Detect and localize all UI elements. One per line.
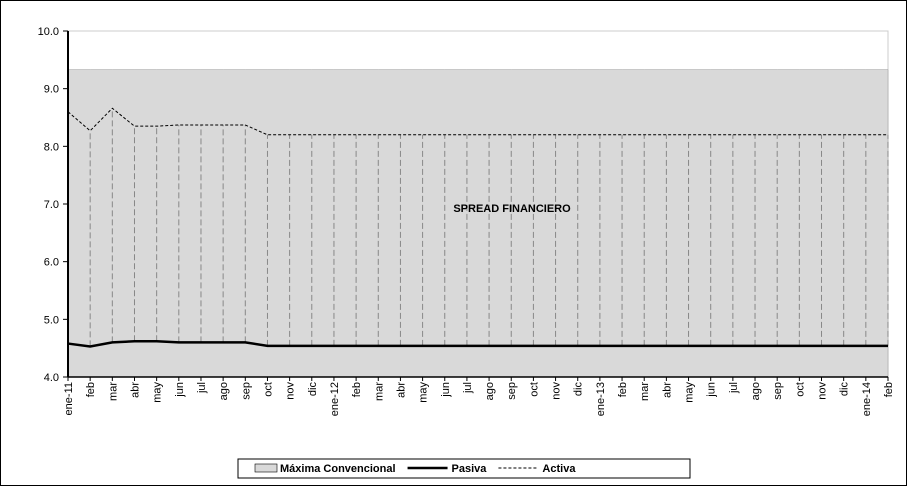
x-tick-label: feb <box>85 382 97 397</box>
x-tick-label: feb <box>617 382 629 397</box>
x-tick-label: nov <box>551 382 563 400</box>
x-tick-label: ago <box>484 382 496 400</box>
x-tick-label: may <box>152 382 164 403</box>
x-tick-label: nov <box>817 382 829 400</box>
x-tick-label: oct <box>794 382 806 397</box>
x-tick-label: dic <box>839 382 851 397</box>
x-tick-label: jun <box>440 382 452 398</box>
x-tick-label: oct <box>262 382 274 397</box>
x-tick-label: abr <box>395 382 407 398</box>
x-tick-label: sep <box>240 382 252 400</box>
x-tick-label: jun <box>706 382 718 398</box>
x-tick-label: ago <box>750 382 762 400</box>
x-tick-label: jul <box>196 382 208 394</box>
x-tick-label: may <box>418 382 430 403</box>
x-tick-label: sep <box>506 382 518 400</box>
y-tick-label: 4.0 <box>44 372 59 384</box>
x-tick-label: mar <box>373 382 385 401</box>
x-tick-label: feb <box>883 382 895 397</box>
x-tick-label: ene-13 <box>595 382 607 416</box>
x-tick-label: feb <box>351 382 363 397</box>
x-tick-label: ene-14 <box>861 382 873 416</box>
legend-label: Activa <box>542 463 576 475</box>
x-tick-label: nov <box>285 382 297 400</box>
x-tick-label: ene-12 <box>329 382 341 416</box>
x-tick-label: mar <box>107 382 119 401</box>
area <box>67 69 889 378</box>
legend-label: Pasiva <box>452 463 488 475</box>
x-tick-label: oct <box>528 382 540 397</box>
x-tick-label: abr <box>661 382 673 398</box>
legend-box <box>237 458 691 479</box>
x-tick-label: jul <box>462 382 474 394</box>
x-tick-label: mar <box>639 382 651 401</box>
y-tick-label: 7.0 <box>44 199 59 211</box>
line-solid <box>67 339 888 348</box>
x-tick-label: jul <box>728 382 740 394</box>
x-tick-label: abr <box>129 382 141 398</box>
y-tick-label: 8.0 <box>44 141 59 153</box>
y-tick-label: 10.0 <box>38 26 59 38</box>
x-tick-label: jun <box>174 382 186 398</box>
x-tick-label: sep <box>772 382 784 400</box>
legend-swatch <box>254 463 278 473</box>
x-tick-label: ago <box>218 382 230 400</box>
x-tick-label: dic <box>307 382 319 397</box>
legend-label: Máxima Convencional <box>280 463 396 475</box>
x-tick-label: dic <box>573 382 585 397</box>
x-tick-label: may <box>684 382 696 403</box>
y-tick-label: 9.0 <box>44 84 59 96</box>
x-tick-label: ene-11 <box>63 382 75 415</box>
y-tick-label: 6.0 <box>44 257 59 269</box>
y-tick-label: 5.0 <box>44 314 59 326</box>
annotation: SPREAD FINANCIERO <box>453 203 571 215</box>
